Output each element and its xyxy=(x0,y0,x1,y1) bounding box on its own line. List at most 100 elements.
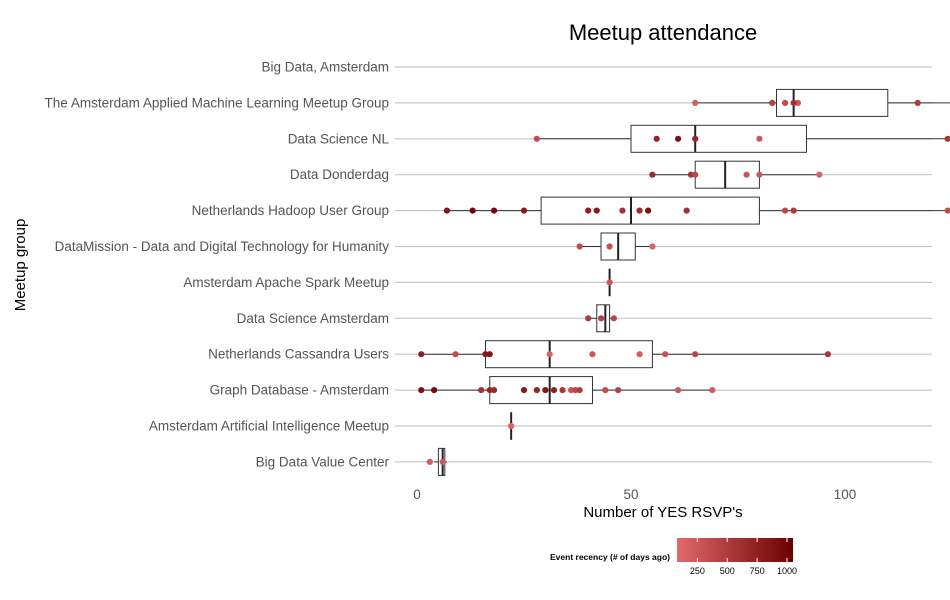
data-point xyxy=(645,207,652,214)
box xyxy=(484,340,653,369)
data-point xyxy=(418,387,425,394)
boxplot xyxy=(421,376,713,405)
data-point xyxy=(794,99,802,106)
data-point xyxy=(615,387,622,394)
x-axis-label: Number of YES RSVP's xyxy=(583,504,742,521)
data-point xyxy=(546,351,553,358)
category-label: Netherlands Cassandra Users xyxy=(208,347,389,362)
boxplot xyxy=(421,340,828,369)
data-point xyxy=(687,171,695,178)
data-point xyxy=(550,387,558,394)
category-label: Big Data, Amsterdam xyxy=(261,60,389,75)
data-point xyxy=(619,207,626,214)
data-point xyxy=(486,387,493,394)
data-point xyxy=(572,387,579,394)
data-point xyxy=(781,99,789,106)
data-point xyxy=(520,387,528,394)
boxplot xyxy=(652,160,820,189)
data-point xyxy=(606,279,613,286)
box xyxy=(540,196,760,225)
data-point xyxy=(593,207,600,214)
data-point xyxy=(576,387,583,394)
data-point xyxy=(692,99,699,106)
data-point xyxy=(790,207,797,214)
data-point xyxy=(490,207,498,214)
data-point xyxy=(692,351,699,358)
data-point xyxy=(478,387,485,394)
legend-ticks: 250 500 750 1000 xyxy=(690,538,797,576)
category-label: Amsterdam Apache Spark Meetup xyxy=(183,275,389,290)
category-label: Amsterdam Artificial Intelligence Meetup xyxy=(149,419,389,434)
data-point xyxy=(769,99,776,106)
data-point xyxy=(824,351,831,358)
data-point xyxy=(452,351,459,358)
data-point xyxy=(790,99,797,106)
category-label: Graph Database - Amsterdam xyxy=(210,383,389,398)
boxplot xyxy=(536,124,950,153)
data-point xyxy=(662,351,669,358)
data-point xyxy=(606,243,613,250)
category-label: Big Data Value Center xyxy=(256,454,390,469)
x-tick-label: 100 xyxy=(834,487,857,502)
legend-colorbar xyxy=(677,538,793,562)
chart-title: Meetup attendance xyxy=(569,20,757,45)
category-label: Data Science NL xyxy=(288,131,390,146)
x-tick-label: 0 xyxy=(413,487,421,502)
legend-tick-label: 750 xyxy=(750,566,765,576)
legend-tick-label: 1000 xyxy=(777,566,797,576)
data-point xyxy=(482,351,489,358)
data-point xyxy=(585,315,592,322)
category-label: Data Science Amsterdam xyxy=(237,311,389,326)
box xyxy=(630,124,807,153)
data-point xyxy=(542,387,549,394)
data-point xyxy=(439,458,446,465)
data-point xyxy=(559,387,566,394)
category-label: Netherlands Hadoop User Group xyxy=(192,203,389,218)
color-legend: Event recency (# of days ago) 250 500 750 1… xyxy=(550,538,797,576)
data-point xyxy=(533,135,540,142)
data-point xyxy=(674,387,682,394)
legend-title: Event recency (# of days ago) xyxy=(550,552,670,562)
data-point xyxy=(649,171,656,178)
data-point xyxy=(426,458,433,465)
data-point xyxy=(781,207,789,214)
data-point xyxy=(533,387,540,394)
y-axis-categories: Big Data, Amsterdam The Amsterdam Applied… xyxy=(45,60,390,470)
data-point xyxy=(490,387,498,394)
boxplot xyxy=(695,88,950,117)
category-label: The Amsterdam Applied Machine Learning M… xyxy=(45,95,389,110)
data-point xyxy=(508,422,515,430)
data-point xyxy=(944,207,950,214)
data-point xyxy=(756,171,763,178)
data-point xyxy=(443,207,451,214)
data-point xyxy=(597,315,605,322)
data-point xyxy=(756,135,763,142)
data-point xyxy=(692,171,699,178)
data-point xyxy=(743,171,750,178)
data-point xyxy=(692,135,699,142)
data-point xyxy=(602,387,609,394)
data-point xyxy=(610,315,617,322)
legend-tick-label: 250 xyxy=(690,566,705,576)
data-point xyxy=(944,135,950,142)
data-point xyxy=(486,351,493,358)
data-point xyxy=(636,351,643,358)
box xyxy=(694,160,760,189)
boxplots xyxy=(421,88,950,476)
data-point xyxy=(585,207,592,214)
data-point xyxy=(914,99,921,106)
data-point xyxy=(674,135,682,142)
legend-tick-label: 500 xyxy=(720,566,735,576)
data-point xyxy=(683,207,690,214)
category-label: Data Donderdag xyxy=(290,167,389,182)
x-axis-ticks: 050100150200 xyxy=(413,487,857,502)
data-point xyxy=(431,387,438,394)
y-axis-label: Meetup group xyxy=(12,219,29,312)
boxplot xyxy=(579,232,653,261)
boxplot xyxy=(446,196,950,225)
data-point xyxy=(469,207,476,214)
data-points xyxy=(418,99,950,465)
data-point xyxy=(653,135,660,142)
category-label: DataMission - Data and Digital Technolog… xyxy=(55,239,390,254)
